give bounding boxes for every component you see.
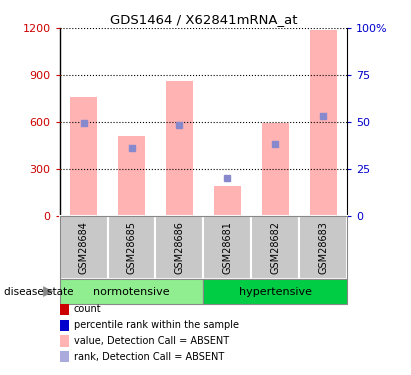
Text: value, Detection Call = ABSENT: value, Detection Call = ABSENT: [74, 336, 229, 346]
Text: GSM28684: GSM28684: [79, 221, 88, 274]
Bar: [155, 216, 203, 279]
Title: GDS1464 / X62841mRNA_at: GDS1464 / X62841mRNA_at: [110, 13, 297, 26]
Bar: [203, 216, 252, 279]
Bar: [203, 279, 347, 304]
Text: hypertensive: hypertensive: [239, 286, 312, 297]
Bar: [166, 81, 193, 216]
Bar: [214, 186, 240, 216]
Bar: [310, 30, 337, 216]
Text: rank, Detection Call = ABSENT: rank, Detection Call = ABSENT: [74, 352, 224, 362]
Text: GSM28681: GSM28681: [222, 221, 232, 274]
Text: GSM28686: GSM28686: [175, 221, 185, 274]
Bar: [118, 136, 145, 216]
Bar: [60, 216, 108, 279]
Bar: [299, 216, 347, 279]
Text: GSM28683: GSM28683: [319, 221, 328, 274]
Text: count: count: [74, 304, 101, 314]
Bar: [108, 216, 155, 279]
Text: normotensive: normotensive: [93, 286, 170, 297]
Polygon shape: [43, 286, 53, 297]
Bar: [252, 216, 299, 279]
Bar: [262, 123, 289, 216]
Text: GSM28685: GSM28685: [127, 221, 136, 274]
Text: GSM28682: GSM28682: [270, 221, 280, 274]
Text: disease state: disease state: [4, 286, 74, 297]
Bar: [70, 97, 97, 216]
Text: percentile rank within the sample: percentile rank within the sample: [74, 320, 238, 330]
Bar: [60, 279, 203, 304]
